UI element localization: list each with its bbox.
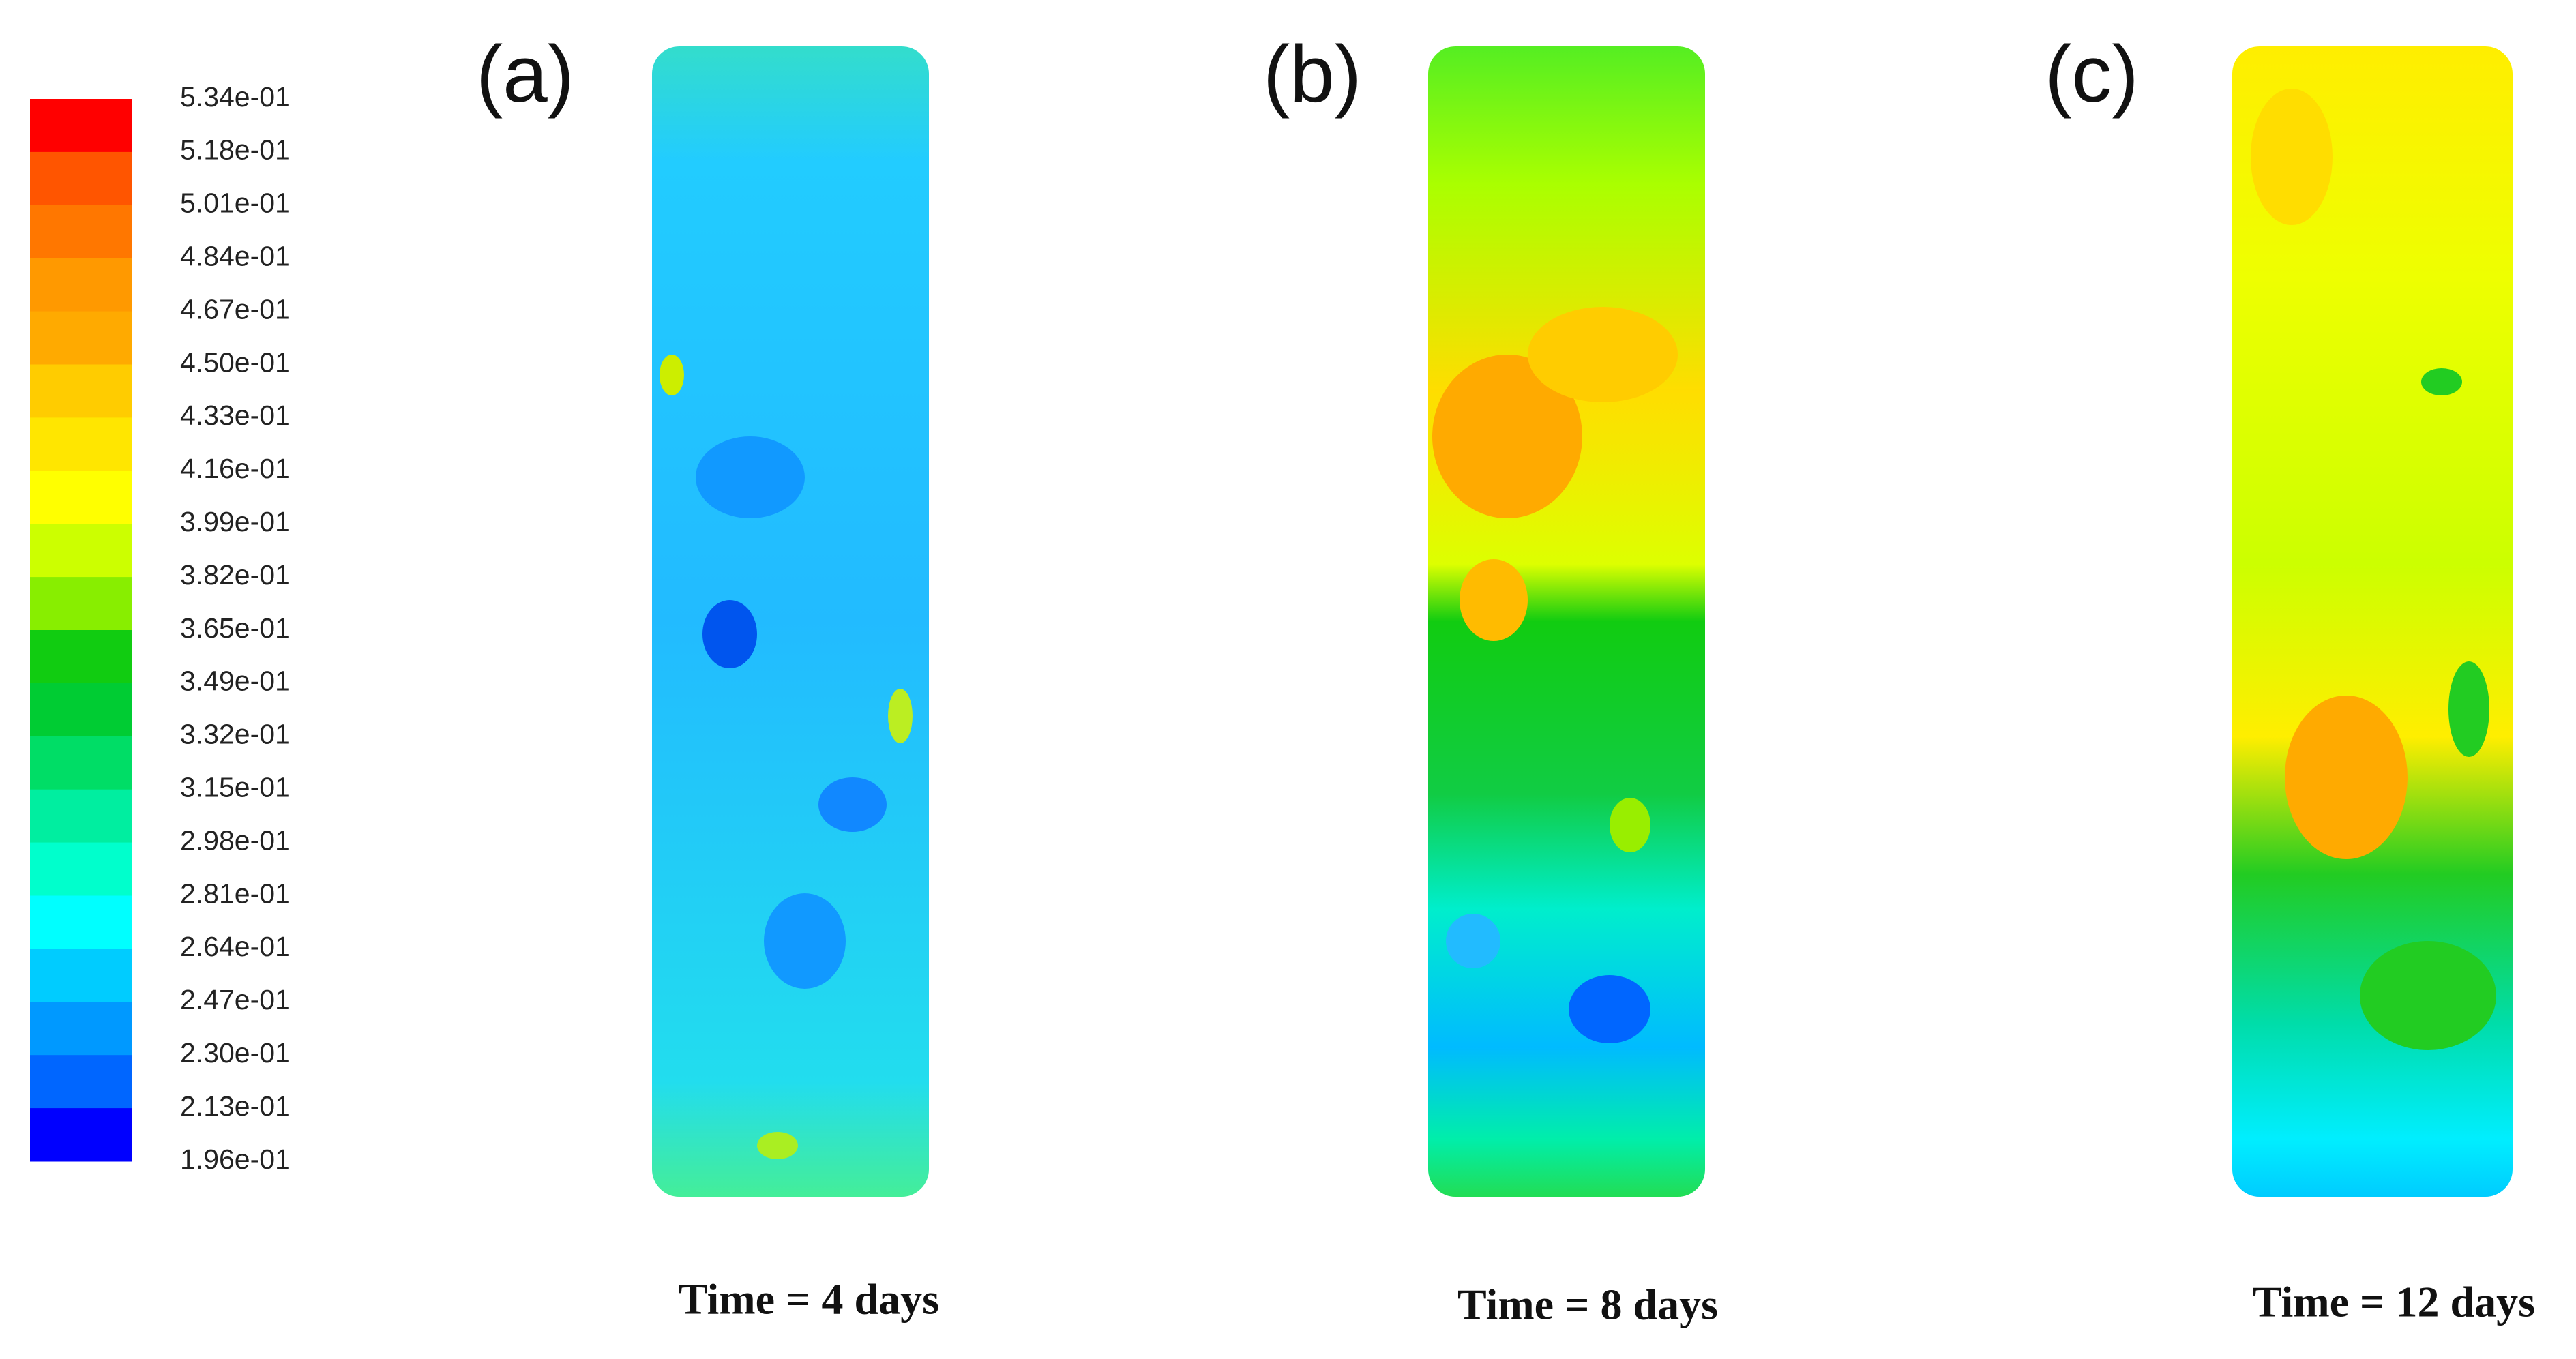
colorbar-label: 4.16e-01	[180, 453, 291, 484]
colorbar-segment	[30, 630, 132, 684]
colorbar-label: 1.96e-01	[180, 1144, 291, 1175]
cylinder-b	[1428, 46, 1705, 1197]
colorbar-label: 2.64e-01	[180, 931, 291, 962]
cylinder-c	[2232, 46, 2513, 1197]
colorbar-label: 2.13e-01	[180, 1090, 291, 1122]
colorbar-segment	[30, 205, 132, 259]
colorbar-segment	[30, 1055, 132, 1109]
panel-caption: Time = 12 days	[2253, 1278, 2535, 1326]
colorbar-segment	[30, 577, 132, 631]
colorbar-label: 5.01e-01	[180, 188, 291, 219]
colorbar-label: 5.34e-01	[180, 81, 291, 113]
colorbar-label: 3.32e-01	[180, 719, 291, 750]
colorbar-label: 2.98e-01	[180, 824, 291, 856]
panel-caption: Time = 8 days	[1457, 1281, 1718, 1329]
colorbar-segment	[30, 736, 132, 790]
panel-label: (a)	[476, 29, 574, 119]
colorbar-label: 3.65e-01	[180, 612, 291, 644]
panel-label: (c)	[2045, 29, 2139, 119]
colorbar-segment	[30, 842, 132, 896]
colorbar-label: 2.30e-01	[180, 1037, 291, 1069]
colorbar-segment	[30, 895, 132, 949]
colorbar-segment	[30, 99, 132, 153]
cylinder-a	[652, 46, 929, 1197]
colorbar-label: 4.84e-01	[180, 241, 291, 272]
colorbar-label: 4.50e-01	[180, 346, 291, 378]
colorbar-segment	[30, 1002, 132, 1056]
panel-caption: Time = 4 days	[679, 1275, 939, 1324]
colorbar-segment	[30, 151, 132, 206]
colorbar-label: 2.47e-01	[180, 984, 291, 1015]
colorbar-segment	[30, 311, 132, 365]
colorbar-label: 3.99e-01	[180, 506, 291, 537]
colorbar-segment	[30, 258, 132, 312]
colorbar-segment	[30, 789, 132, 843]
colorbar-label: 5.18e-01	[180, 134, 291, 166]
panel-label: (b)	[1263, 29, 1361, 119]
colorbar-segment	[30, 471, 132, 524]
colorbar-label: 3.15e-01	[180, 772, 291, 803]
colorbar-segment	[30, 949, 132, 1002]
colorbar-segment	[30, 417, 132, 471]
colorbar-segment	[30, 1108, 132, 1162]
colorbar-label: 3.49e-01	[180, 666, 291, 697]
colorbar-segment	[30, 683, 132, 737]
colorbar-segment	[30, 524, 132, 578]
colorbar-label: 4.67e-01	[180, 293, 291, 325]
colorbar-label: 2.81e-01	[180, 878, 291, 909]
colorbar-label: 4.33e-01	[180, 400, 291, 431]
colorbar-segment	[30, 364, 132, 418]
colorbar-label: 3.82e-01	[180, 559, 291, 591]
